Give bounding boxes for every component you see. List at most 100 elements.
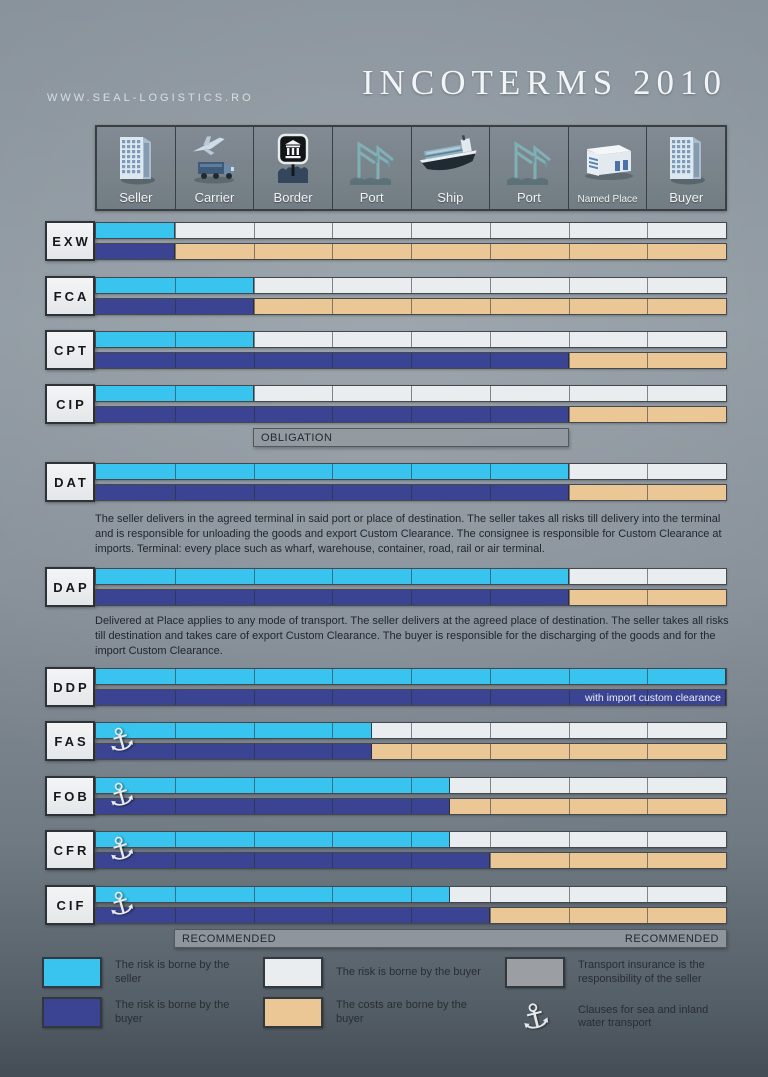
row-bars [95,222,727,260]
stage-divider [647,887,649,902]
incoterm-code-box: CPT [45,330,95,370]
stage-divider [647,485,649,500]
incoterm-code-label: DAT [54,474,89,490]
stage-divider [647,223,649,238]
stage-divider [647,386,649,401]
stage-divider [253,464,255,479]
stage-divider [489,832,491,847]
risk-bar [95,777,727,794]
cost-seller-fill [96,799,451,814]
stage-divider [489,386,491,401]
row-bars: ⚓ [95,719,727,761]
stage-divider [647,278,649,293]
stage-divider [568,723,570,738]
legend-swatch-risk-seller [42,957,102,988]
incoterm-code-box: DAP [45,567,95,607]
risk-seller-fill [96,223,175,238]
port-cranes-icon [333,131,411,189]
stage-divider [411,799,412,814]
cost-bar: with import custom clearance [95,689,727,706]
stage-divider [174,778,176,793]
stage-divider [174,669,176,684]
stage-divider [253,908,255,923]
stage-divider [568,590,570,605]
incoterm-row-cpt: CPT [45,330,727,371]
stage-divider [253,887,255,902]
stage-label: Seller [119,190,153,205]
stage-divider [332,669,334,684]
legend-swatch-cost-buyer [263,997,323,1028]
stage-divider [174,744,176,759]
risk-bar [95,385,727,402]
incoterm-row-cip: CIP [45,384,727,425]
stage-divider [411,332,412,347]
stage-divider [174,690,176,705]
stage-label: Port [359,190,384,205]
risk-bar [95,463,727,480]
stage-divider [411,278,412,293]
stage-divider [174,485,176,500]
incoterm-code-label: CIF [56,897,87,913]
stage-divider [332,332,334,347]
seller-building-icon [97,131,175,189]
stage-divider [647,590,649,605]
stage-divider [568,799,570,814]
stage-divider [411,590,412,605]
incoterm-code-label: EXW [52,233,91,249]
row-bars [95,463,727,501]
stage-divider [253,223,255,238]
cost-seller-fill [96,244,175,259]
stage-divider [174,278,176,293]
named-place-icon [569,131,647,189]
row-bars [95,568,727,606]
stage-divider [332,244,334,259]
incoterm-code-label: DAP [53,579,90,595]
stage-divider [411,887,412,902]
stage-divider [332,353,334,368]
incoterm-description-dat: The seller delivers in the agreed termin… [95,513,722,555]
stage-divider [568,485,570,500]
risk-seller-fill [96,778,451,793]
stage-divider [253,590,255,605]
stage-divider [253,569,255,584]
stage-divider [174,223,176,238]
stage-divider [568,669,570,684]
stage-divider [174,887,176,902]
cost-note: with import custom clearance [585,692,721,704]
stage-divider [174,832,176,847]
incoterm-code-label: FCA [53,288,90,304]
cost-bar [95,907,727,924]
stage-divider [489,723,491,738]
stage-divider [411,569,412,584]
incoterm-row-dat: DAT [45,462,727,503]
stage-divider [568,464,570,479]
stage-divider [174,386,176,401]
stage-divider [253,744,255,759]
stage-divider [489,332,491,347]
incoterm-code-box: FAS [45,721,95,761]
risk-bar [95,331,727,348]
legend-label: Transport insurance is the responsibilit… [578,959,705,985]
stage-divider [489,299,491,314]
stage-divider [568,690,570,705]
stage-divider [253,690,255,705]
row-bars: ⚓ [95,774,727,816]
incoterm-row-dap: DAP [45,567,727,608]
recommended-label-left: RECOMMENDED [182,932,277,945]
stage-divider [647,690,649,705]
risk-bar [95,668,727,685]
incoterm-description-dap: Delivered at Place applies to any mode o… [95,615,729,657]
risk-bar [95,568,727,585]
stage-divider [253,832,255,847]
stage-label: Carrier [194,190,235,205]
stage-divider [411,485,412,500]
stage-divider [411,386,412,401]
cost-bar [95,352,727,369]
stage-divider [568,778,570,793]
stage-divider [411,669,412,684]
stage-label: Ship [437,190,464,205]
row-bars: ⚓ [95,828,727,870]
stage-divider [647,669,649,684]
stage-divider [411,353,412,368]
